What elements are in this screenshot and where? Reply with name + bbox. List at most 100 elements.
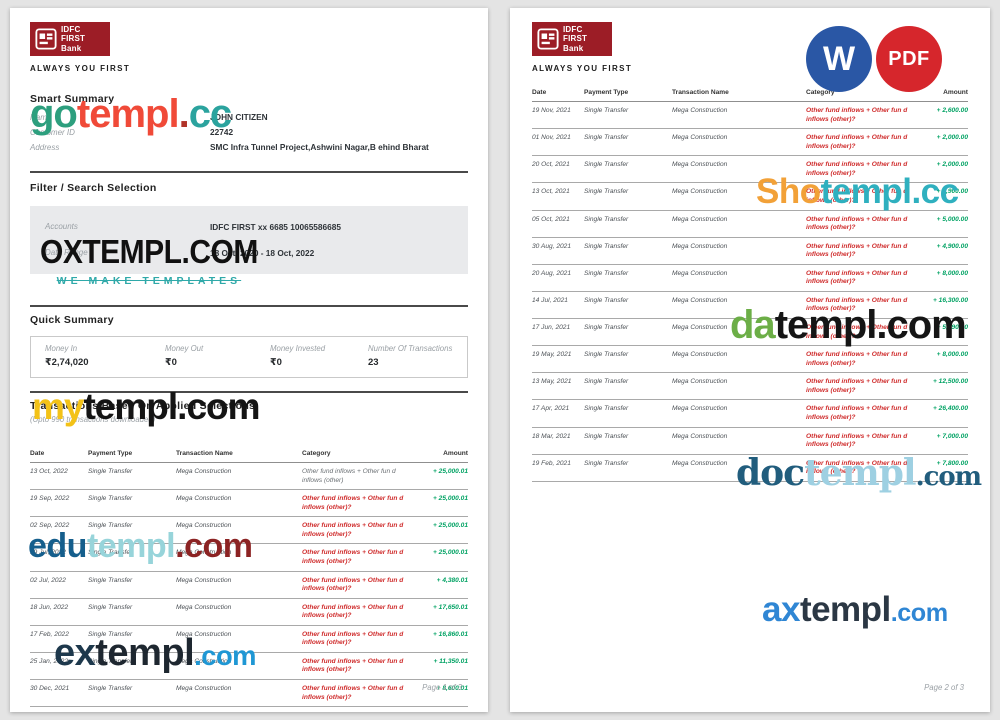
tx-payment-type: Single Transfer [584, 351, 629, 359]
tx-payment-type: Single Transfer [584, 432, 629, 440]
field-accounts: Accounts IDFC FIRST xx 6685 10065586685 [45, 222, 341, 232]
divider [30, 391, 468, 393]
tx-amount: + 7,000.00 [936, 432, 968, 440]
transaction-row: 01 Nov, 2021 Single Transfer Mega Constr… [532, 129, 968, 157]
transaction-row: 14 Jul, 2021 Single Transfer Mega Constr… [532, 292, 968, 319]
tx-date: 13 Oct, 2021 [532, 188, 570, 196]
tx-date: 19 Nov, 2021 [532, 107, 571, 114]
statement-page-2: IDFC FIRST Bank ALWAYS YOU FIRST W PDF D… [510, 8, 990, 712]
transactions-table: Date Payment Type Transaction Name Categ… [532, 89, 968, 482]
tx-amount: + 16,300.00 [932, 296, 968, 304]
tx-amount: + 1,900.00 [936, 188, 968, 196]
smart-summary-title: Smart Summary [30, 93, 115, 105]
tx-name: Mega Construction [672, 134, 728, 142]
transaction-row: 05 Oct, 2021 Single Transfer Mega Constr… [532, 211, 968, 238]
transaction-row: 19 May, 2021 Single Transfer Mega Constr… [532, 346, 968, 374]
tx-name: Mega Construction [176, 576, 232, 584]
transaction-row: 02 Sep, 2022 Single Transfer Mega Constr… [30, 517, 468, 545]
pdf-file-icon[interactable]: PDF [876, 26, 942, 92]
smart-summary-fields: Name JOHN CITIZEN Customer ID 22742 Addr… [30, 110, 468, 155]
divider [30, 305, 468, 307]
field-customer-id: Customer ID 22742 [30, 127, 234, 137]
tx-category: Other fund inflows + Other fun d inflows… [806, 351, 908, 367]
tx-category: Other fund inflows + Other fun d inflows… [806, 296, 908, 313]
tx-name: Mega Construction [672, 405, 728, 413]
tx-date: 20 Oct, 2021 [532, 161, 570, 169]
tx-amount: + 7,800.00 [936, 459, 968, 467]
tx-amount: + 12,500.00 [932, 378, 968, 386]
tx-amount: + 25,000.01 [432, 522, 468, 530]
transactions-table: Date Payment Type Transaction Name Categ… [30, 450, 468, 708]
tx-category: Other fund inflows + Other fun d inflows… [806, 432, 908, 449]
tx-date: 30 Dec, 2021 [30, 685, 70, 692]
tx-payment-type: Single Transfer [584, 107, 629, 114]
tx-payment-type: Single Transfer [88, 657, 133, 665]
stat-money-in: Money In ₹2,74,020 [45, 344, 89, 368]
tx-date: 01 Nov, 2021 [532, 134, 571, 142]
tx-payment-type: Single Transfer [584, 296, 629, 304]
tx-date: 13 Oct, 2022 [30, 468, 68, 475]
tx-category: Other fund inflows + Other fun d inflows… [806, 269, 908, 286]
bank-logo-icon [35, 28, 57, 50]
tx-date: 17 Apr, 2021 [532, 405, 570, 413]
transaction-row: 02 Jul, 2022 Single Transfer Mega Constr… [30, 572, 468, 599]
transaction-row: 18 Mar, 2021 Single Transfer Mega Constr… [532, 428, 968, 455]
tx-payment-type: Single Transfer [584, 215, 629, 223]
tx-payment-type: Single Transfer [88, 685, 133, 692]
tx-payment-type: Single Transfer [584, 405, 629, 413]
tx-amount: + 4,380.01 [436, 576, 468, 584]
bank-tagline: ALWAYS YOU FIRST [532, 64, 633, 73]
tx-name: Mega Construction [176, 685, 232, 692]
tx-payment-type: Single Transfer [88, 522, 133, 530]
tx-date: 18 Mar, 2021 [532, 432, 571, 440]
tx-category: Other fund inflows + Other fun d inflows… [806, 378, 908, 394]
transaction-row: 17 Jun, 2021 Single Transfer Mega Constr… [532, 319, 968, 347]
tx-name: Mega Construction [672, 242, 728, 250]
transaction-row: 13 May, 2021 Single Transfer Mega Constr… [532, 373, 968, 401]
tx-payment-type: Single Transfer [584, 459, 629, 467]
tx-name: Mega Construction [176, 549, 232, 557]
tx-date: 20 Aug, 2021 [532, 269, 571, 277]
tx-payment-type: Single Transfer [584, 378, 629, 386]
stat-money-invested: Money Invested ₹0 [270, 344, 326, 368]
tx-date: 19 May, 2021 [532, 351, 572, 359]
tx-amount: + 5,290.00 [936, 324, 968, 331]
filter-box: Accounts IDFC FIRST xx 6685 10065586685 … [30, 206, 468, 274]
tx-payment-type: Single Transfer [88, 630, 133, 638]
tx-date: 19 Feb, 2021 [532, 459, 571, 467]
tx-date: 25 Jan, 2022 [30, 657, 69, 665]
tx-name: Mega Construction [672, 296, 728, 304]
transaction-row: 19 Sep, 2022 Single Transfer Mega Constr… [30, 490, 468, 518]
transaction-row: 17 Feb, 2022 Single Transfer Mega Constr… [30, 626, 468, 653]
quick-summary-title: Quick Summary [30, 314, 114, 326]
tx-amount: + 11,350.01 [433, 657, 468, 665]
tx-payment-type: Single Transfer [584, 269, 629, 277]
tx-amount: + 25,000.01 [432, 549, 468, 557]
tx-amount: + 25,000.01 [432, 468, 468, 475]
word-file-icon[interactable]: W [806, 26, 872, 92]
tx-name: Mega Construction [672, 215, 728, 223]
tx-category: Other fund inflows + Other fun d inflows… [806, 134, 908, 150]
field-address: Address SMC Infra Tunnel Project,Ashwini… [30, 142, 429, 152]
field-name: Name JOHN CITIZEN [30, 112, 268, 122]
tx-category: Other fund inflows + Other fun d inflows… [302, 468, 396, 484]
tx-date: 13 May, 2021 [532, 378, 572, 386]
table-header: Date Payment Type Transaction Name Categ… [532, 89, 968, 102]
tx-name: Mega Construction [672, 459, 728, 467]
tx-name: Mega Construction [672, 351, 728, 359]
bank-logo: IDFC FIRST Bank [30, 22, 110, 56]
transaction-row: 20 Oct, 2021 Single Transfer Mega Constr… [532, 156, 968, 184]
tx-amount: + 4,900.00 [936, 242, 968, 250]
tx-category: Other fund inflows + Other fun d inflows… [806, 215, 908, 232]
transaction-row: 19 Jul, 2022 Single Transfer Mega Constr… [30, 544, 468, 572]
tx-category: Other fund inflows + Other fun d inflows… [302, 576, 404, 593]
tx-payment-type: Single Transfer [88, 468, 133, 475]
tx-amount: + 16,860.01 [432, 630, 468, 638]
tx-payment-type: Single Transfer [584, 324, 629, 331]
tx-category: Other fund inflows + Other fun d inflows… [806, 188, 908, 204]
tx-name: Mega Construction [672, 107, 728, 114]
tx-amount: + 2,000.00 [936, 134, 968, 142]
tx-date: 02 Jul, 2022 [30, 576, 66, 584]
tx-name: Mega Construction [176, 495, 232, 503]
transaction-row: 20 Aug, 2021 Single Transfer Mega Constr… [532, 265, 968, 292]
